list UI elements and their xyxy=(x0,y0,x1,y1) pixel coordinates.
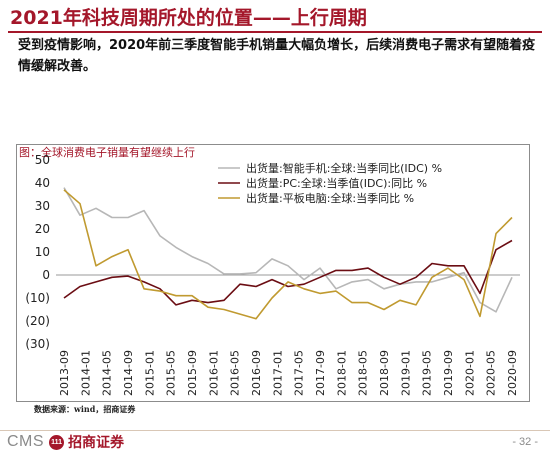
x-tick-label: 2015-05 xyxy=(165,350,178,396)
series-line-smartphone xyxy=(63,187,513,313)
page-title: 2021年科技周期所处的位置——上行周期 xyxy=(10,7,367,29)
x-tick-label: 2014-09 xyxy=(122,350,135,396)
x-tick-label: 2018-05 xyxy=(357,350,370,396)
chart-border xyxy=(16,144,530,402)
x-tick-label: 2016-09 xyxy=(250,350,263,396)
x-tick-label: 2013-09 xyxy=(58,350,71,396)
y-tick-label: 40 xyxy=(35,176,50,190)
y-tick-label: (10) xyxy=(25,291,50,305)
series-line-pc xyxy=(63,239,513,306)
x-tick-label: 2016-01 xyxy=(207,350,220,396)
logo-badge-icon: 111 xyxy=(49,434,65,450)
data-source-note: 数据来源：wind，招商证券 xyxy=(34,404,136,414)
title-divider xyxy=(8,31,542,33)
logo-cms-text: CMS xyxy=(7,433,45,450)
footer-divider xyxy=(0,430,550,431)
x-tick-label: 2018-09 xyxy=(378,350,391,396)
x-tick-label: 2020-09 xyxy=(506,350,519,396)
y-tick-label: 20 xyxy=(35,222,50,236)
x-tick-label: 2017-01 xyxy=(271,350,284,396)
y-tick-label: 0 xyxy=(42,268,50,282)
x-tick-label: 2018-01 xyxy=(335,350,348,396)
x-tick-label: 2019-01 xyxy=(399,350,412,396)
x-tick-label: 2020-05 xyxy=(485,350,498,396)
x-tick-label: 2016-05 xyxy=(229,350,242,396)
legend-label: 出货量:平板电脑:全球:当季同比 % xyxy=(246,191,414,205)
x-tick-label: 2017-05 xyxy=(293,350,306,396)
x-tick-label: 2014-05 xyxy=(101,350,114,396)
legend-label: 出货量:智能手机:全球:当季同比(IDC) % xyxy=(246,161,442,175)
y-tick-label: 10 xyxy=(35,245,50,259)
chart-title: 图：全球消费电子销量有望继续上行 xyxy=(19,145,195,159)
chart-panel: 图：全球消费电子销量有望继续上行 50 40 30 20 10 0 (10) (20) (30) 2… xyxy=(16,144,530,402)
x-tick-label: 2019-09 xyxy=(442,350,455,396)
x-tick-label: 2015-09 xyxy=(186,350,199,396)
company-logo: CMS 111 招商证券 xyxy=(7,432,124,452)
x-tick-label: 2017-09 xyxy=(314,350,327,396)
x-tick-label: 2019-05 xyxy=(421,350,434,396)
x-tick-label: 2014-01 xyxy=(79,350,92,396)
x-tick-label: 2015-01 xyxy=(143,350,156,396)
y-tick-label: 30 xyxy=(35,199,50,213)
legend-label: 出货量:PC:全球:当季值(IDC):同比 % xyxy=(246,176,427,190)
logo-company-name: 招商证券 xyxy=(68,435,125,451)
y-tick-label: (20) xyxy=(25,314,50,328)
page-number: - 32 - xyxy=(512,436,538,448)
x-tick-label: 2020-01 xyxy=(463,350,476,396)
summary-paragraph: 受到疫情影响，2020年前三季度智能手机销量大幅负增长，后续消费电子需求有望随着… xyxy=(18,38,536,74)
series-line-tablet xyxy=(63,189,513,320)
y-tick-label: 50 xyxy=(35,153,50,167)
y-tick-label: (30) xyxy=(25,337,50,351)
